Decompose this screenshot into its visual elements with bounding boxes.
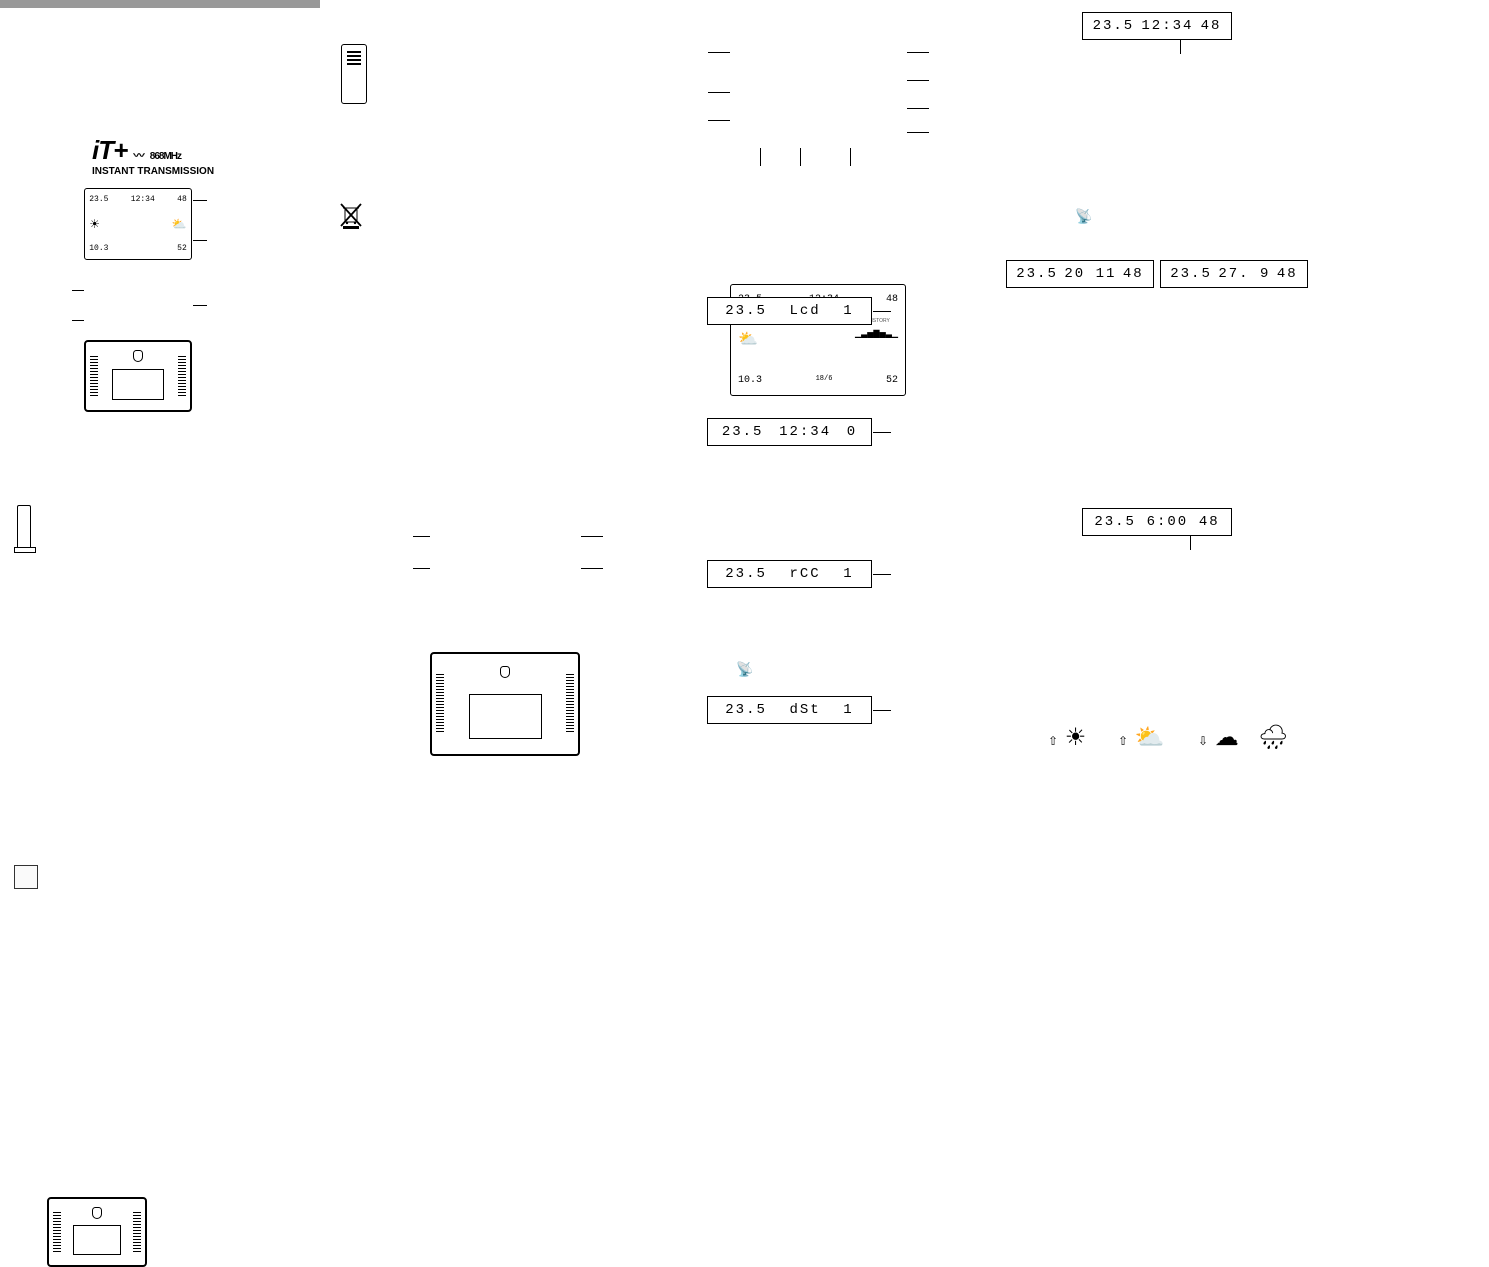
lcd-timezone-strip: 23.5 12:34 0 [707, 418, 872, 446]
outdoor-sensor-illustration [17, 505, 31, 549]
leader-line [193, 305, 207, 306]
leader-line [72, 290, 84, 291]
wx-cloudy: ⇩ ☁ [1198, 726, 1239, 750]
leader-line [873, 311, 891, 312]
leader-line [72, 320, 84, 321]
top-grey-bar [0, 0, 320, 8]
leader-line [873, 432, 891, 433]
weee-icon [337, 200, 365, 230]
lcd-header-top-right: 23.5 12:34 48 [1082, 12, 1232, 40]
station-back-small [84, 340, 192, 412]
page-root: iT+ 〰 868MHz INSTANT TRANSMISSION 23.5 1… [0, 0, 1489, 1032]
station-back-large [430, 652, 580, 756]
station-small-toprow: 23.5 12:34 48 [89, 195, 187, 204]
remote-control-illustration [341, 44, 367, 104]
leader-line [800, 148, 801, 166]
leader-line [193, 200, 207, 201]
leader-line [873, 710, 891, 711]
station-large-mid: ⛅ ▁▃▅▇▅▃▁ [738, 329, 898, 349]
it-plus-logo: iT+ 〰 868MHz INSTANT TRANSMISSION [92, 135, 214, 177]
leader-line [708, 52, 730, 53]
logo-brand: iT+ [92, 135, 127, 165]
lcd-calendar-b: 23.5 27. 9 48 [1160, 260, 1308, 288]
lcd-alarm-strip: 23.5 6:00 48 [1082, 508, 1232, 536]
wx-partly: ⇧ ⛅ [1118, 726, 1165, 750]
wx-sunny: ⇧ ☀ [1048, 726, 1086, 750]
leader-line [907, 80, 929, 81]
leader-line [873, 574, 891, 575]
leader-line [708, 120, 730, 121]
station-small-mid: ☀⛅ [89, 217, 187, 232]
wx-rain: 🌧 [1258, 726, 1288, 750]
leader-line [581, 536, 603, 537]
keyhole [133, 350, 143, 362]
antenna-icon: 📡 [1075, 208, 1092, 225]
station-back-bottomleft [47, 1197, 147, 1267]
lcd-dst-strip: 23.5 dSt 1 [707, 696, 872, 724]
leader-line [1190, 536, 1191, 550]
logo-freq: 868MHz [150, 151, 181, 162]
leader-line [193, 240, 207, 241]
station-small-bot: 10.3 52 [89, 244, 187, 253]
keyhole [92, 1207, 102, 1219]
logo-tagline: INSTANT TRANSMISSION [92, 166, 214, 177]
battery-bay [112, 369, 164, 400]
lcd-calendar-a: 23.5 20 11 48 [1006, 260, 1154, 288]
leader-line [907, 108, 929, 109]
leader-line [1180, 40, 1181, 54]
lcd-contrast-strip: 23.5 Lcd 1 [707, 297, 872, 325]
leader-line [760, 148, 761, 166]
lcd-rcc-strip: 23.5 rCC 1 [707, 560, 872, 588]
wall-bracket-illustration [14, 865, 38, 889]
leader-line [850, 148, 851, 166]
battery-bay [73, 1225, 121, 1255]
battery-bay [469, 694, 542, 739]
leader-line [907, 52, 929, 53]
weee-svg [337, 200, 365, 230]
leader-line [907, 132, 929, 133]
leader-line [581, 568, 603, 569]
leader-line [413, 568, 430, 569]
keyhole [500, 666, 510, 678]
leader-line [413, 536, 430, 537]
antenna-icon: 📡 [736, 661, 753, 678]
station-large-bot: 10.3 18/6 52 [738, 375, 898, 386]
leader-line [708, 92, 730, 93]
station-front-small: 23.5 12:34 48 ☀⛅ 10.3 52 [84, 188, 192, 260]
